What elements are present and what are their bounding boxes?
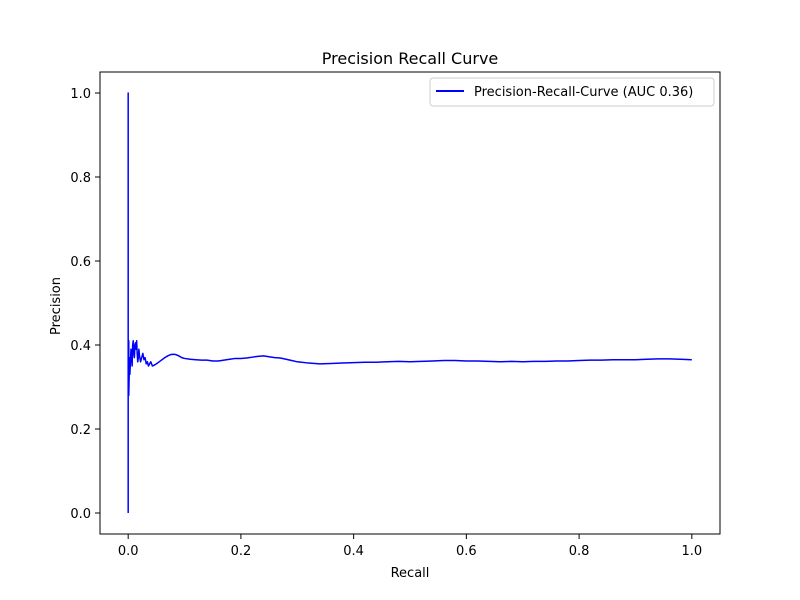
- plot-frame: [99, 71, 721, 535]
- y-tick-label: 0.0: [70, 507, 91, 522]
- plot-area: [99, 71, 721, 535]
- y-tick-label: 0.6: [70, 255, 91, 270]
- y-axis-ticks: 0.0 0.2 0.4 0.6 0.8 1.0: [70, 87, 100, 522]
- legend-label: Precision-Recall-Curve (AUC 0.36): [474, 85, 693, 100]
- chart-title: Precision Recall Curve: [322, 49, 499, 68]
- x-axis-label: Recall: [391, 566, 430, 581]
- x-axis-ticks: 0.0 0.2 0.4 0.6 0.8 1.0: [118, 534, 702, 559]
- x-tick-label: 0.0: [118, 544, 139, 559]
- y-tick-label: 1.0: [70, 87, 91, 102]
- series-line-precision-recall: [127, 92, 692, 513]
- x-tick-label: 0.2: [231, 544, 252, 559]
- legend: Precision-Recall-Curve (AUC 0.36): [429, 77, 715, 107]
- x-tick-label: 0.8: [569, 544, 590, 559]
- y-tick-label: 0.2: [70, 423, 91, 438]
- y-tick-label: 0.4: [70, 339, 91, 354]
- x-tick-label: 1.0: [681, 544, 702, 559]
- y-axis-label: Precision: [49, 277, 64, 335]
- x-tick-label: 0.4: [343, 544, 364, 559]
- y-tick-label: 0.8: [70, 171, 91, 186]
- x-tick-label: 0.6: [456, 544, 477, 559]
- legend-box: [429, 77, 715, 107]
